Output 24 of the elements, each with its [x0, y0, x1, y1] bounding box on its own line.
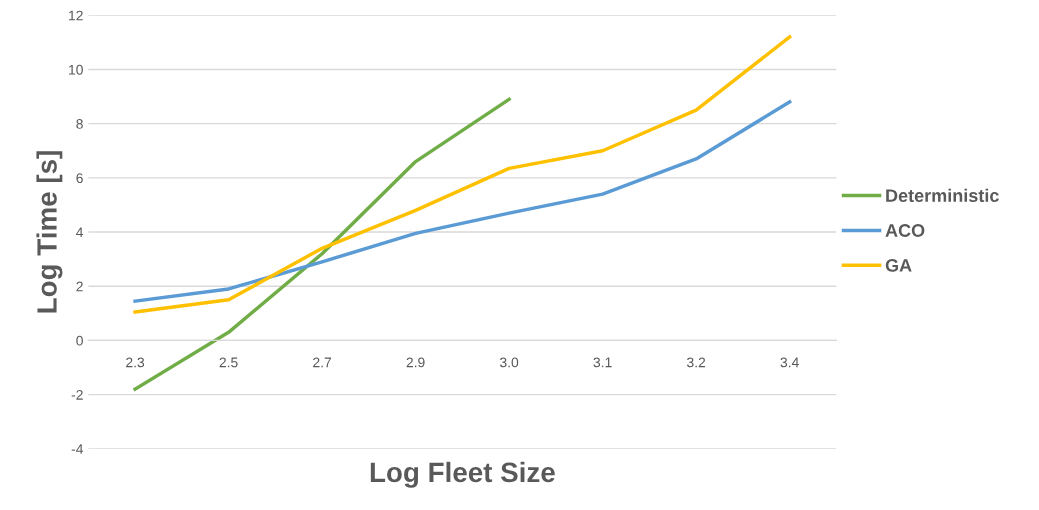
y-tick-label: -2: [71, 389, 83, 400]
y-tick-label: -4: [71, 444, 84, 454]
y-tick-label: 2: [76, 281, 83, 292]
x-tick-label: 3.1: [593, 357, 612, 368]
legend-label: Deterministic: [886, 188, 999, 203]
y-tick-label: 6: [76, 173, 83, 184]
x-tick-label: 3.0: [499, 357, 519, 368]
y-tick-label: 8: [76, 119, 83, 129]
y-tick-label: 0: [76, 335, 83, 346]
y-tick-label: 10: [69, 64, 83, 75]
x-tick-label: 2.3: [126, 357, 145, 368]
x-tick-label: 2.7: [313, 357, 332, 368]
x-tick-label: 3.4: [780, 357, 799, 368]
legend-label: ACO: [885, 224, 925, 237]
line-series: [133, 100, 792, 303]
legend-label: GA: [885, 259, 912, 272]
y-axis-title: Log Time [s]: [36, 151, 63, 313]
x-axis-title: Log Fleet Size: [370, 461, 555, 488]
y-tick-label: 4: [76, 227, 84, 238]
y-tick-label: 12: [69, 10, 83, 21]
x-tick-label: 3.2: [687, 357, 706, 368]
x-tick-label: 2.5: [219, 357, 238, 368]
line-series: [133, 35, 792, 314]
x-tick-label: 2.9: [406, 357, 425, 368]
